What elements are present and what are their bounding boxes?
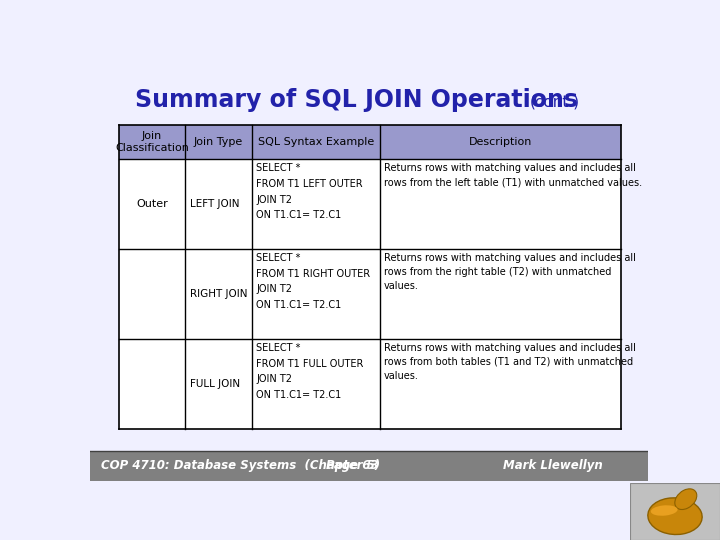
Text: SELECT *
FROM T1 RIGHT OUTER
JOIN T2
ON T1.C1= T2.C1: SELECT * FROM T1 RIGHT OUTER JOIN T2 ON …	[256, 253, 370, 310]
Text: Returns rows with matching values and includes all
rows from the left table (T1): Returns rows with matching values and in…	[384, 163, 642, 187]
Text: Description: Description	[469, 137, 532, 147]
Bar	[119, 125, 621, 159]
Text: (cont.): (cont.)	[530, 94, 580, 110]
Ellipse shape	[651, 505, 678, 516]
Text: Outer: Outer	[136, 199, 168, 209]
Text: SQL Syntax Example: SQL Syntax Example	[258, 137, 374, 147]
Text: RIGHT JOIN: RIGHT JOIN	[190, 289, 247, 299]
Bar	[90, 451, 648, 481]
Text: Mark Llewellyn: Mark Llewellyn	[503, 459, 603, 472]
Text: Returns rows with matching values and includes all
rows from the right table (T2: Returns rows with matching values and in…	[384, 253, 636, 291]
Text: Page 63: Page 63	[326, 459, 379, 472]
Text: Returns rows with matching values and includes all
rows from both tables (T1 and: Returns rows with matching values and in…	[384, 343, 636, 381]
Text: SELECT *
FROM T1 FULL OUTER
JOIN T2
ON T1.C1= T2.C1: SELECT * FROM T1 FULL OUTER JOIN T2 ON T…	[256, 343, 364, 400]
Text: Join
Classification: Join Classification	[115, 131, 189, 153]
Text: SELECT *
FROM T1 LEFT OUTER
JOIN T2
ON T1.C1= T2.C1: SELECT * FROM T1 LEFT OUTER JOIN T2 ON T…	[256, 163, 363, 220]
Ellipse shape	[675, 489, 697, 510]
Text: FULL JOIN: FULL JOIN	[190, 379, 240, 389]
Text: COP 4710: Database Systems  (Chapter 5): COP 4710: Database Systems (Chapter 5)	[101, 459, 380, 472]
Text: Summary of SQL JOIN Operations: Summary of SQL JOIN Operations	[135, 88, 577, 112]
Text: LEFT JOIN: LEFT JOIN	[190, 199, 239, 209]
Text: Join Type: Join Type	[194, 137, 243, 147]
Bar	[119, 159, 621, 429]
Ellipse shape	[648, 498, 702, 535]
